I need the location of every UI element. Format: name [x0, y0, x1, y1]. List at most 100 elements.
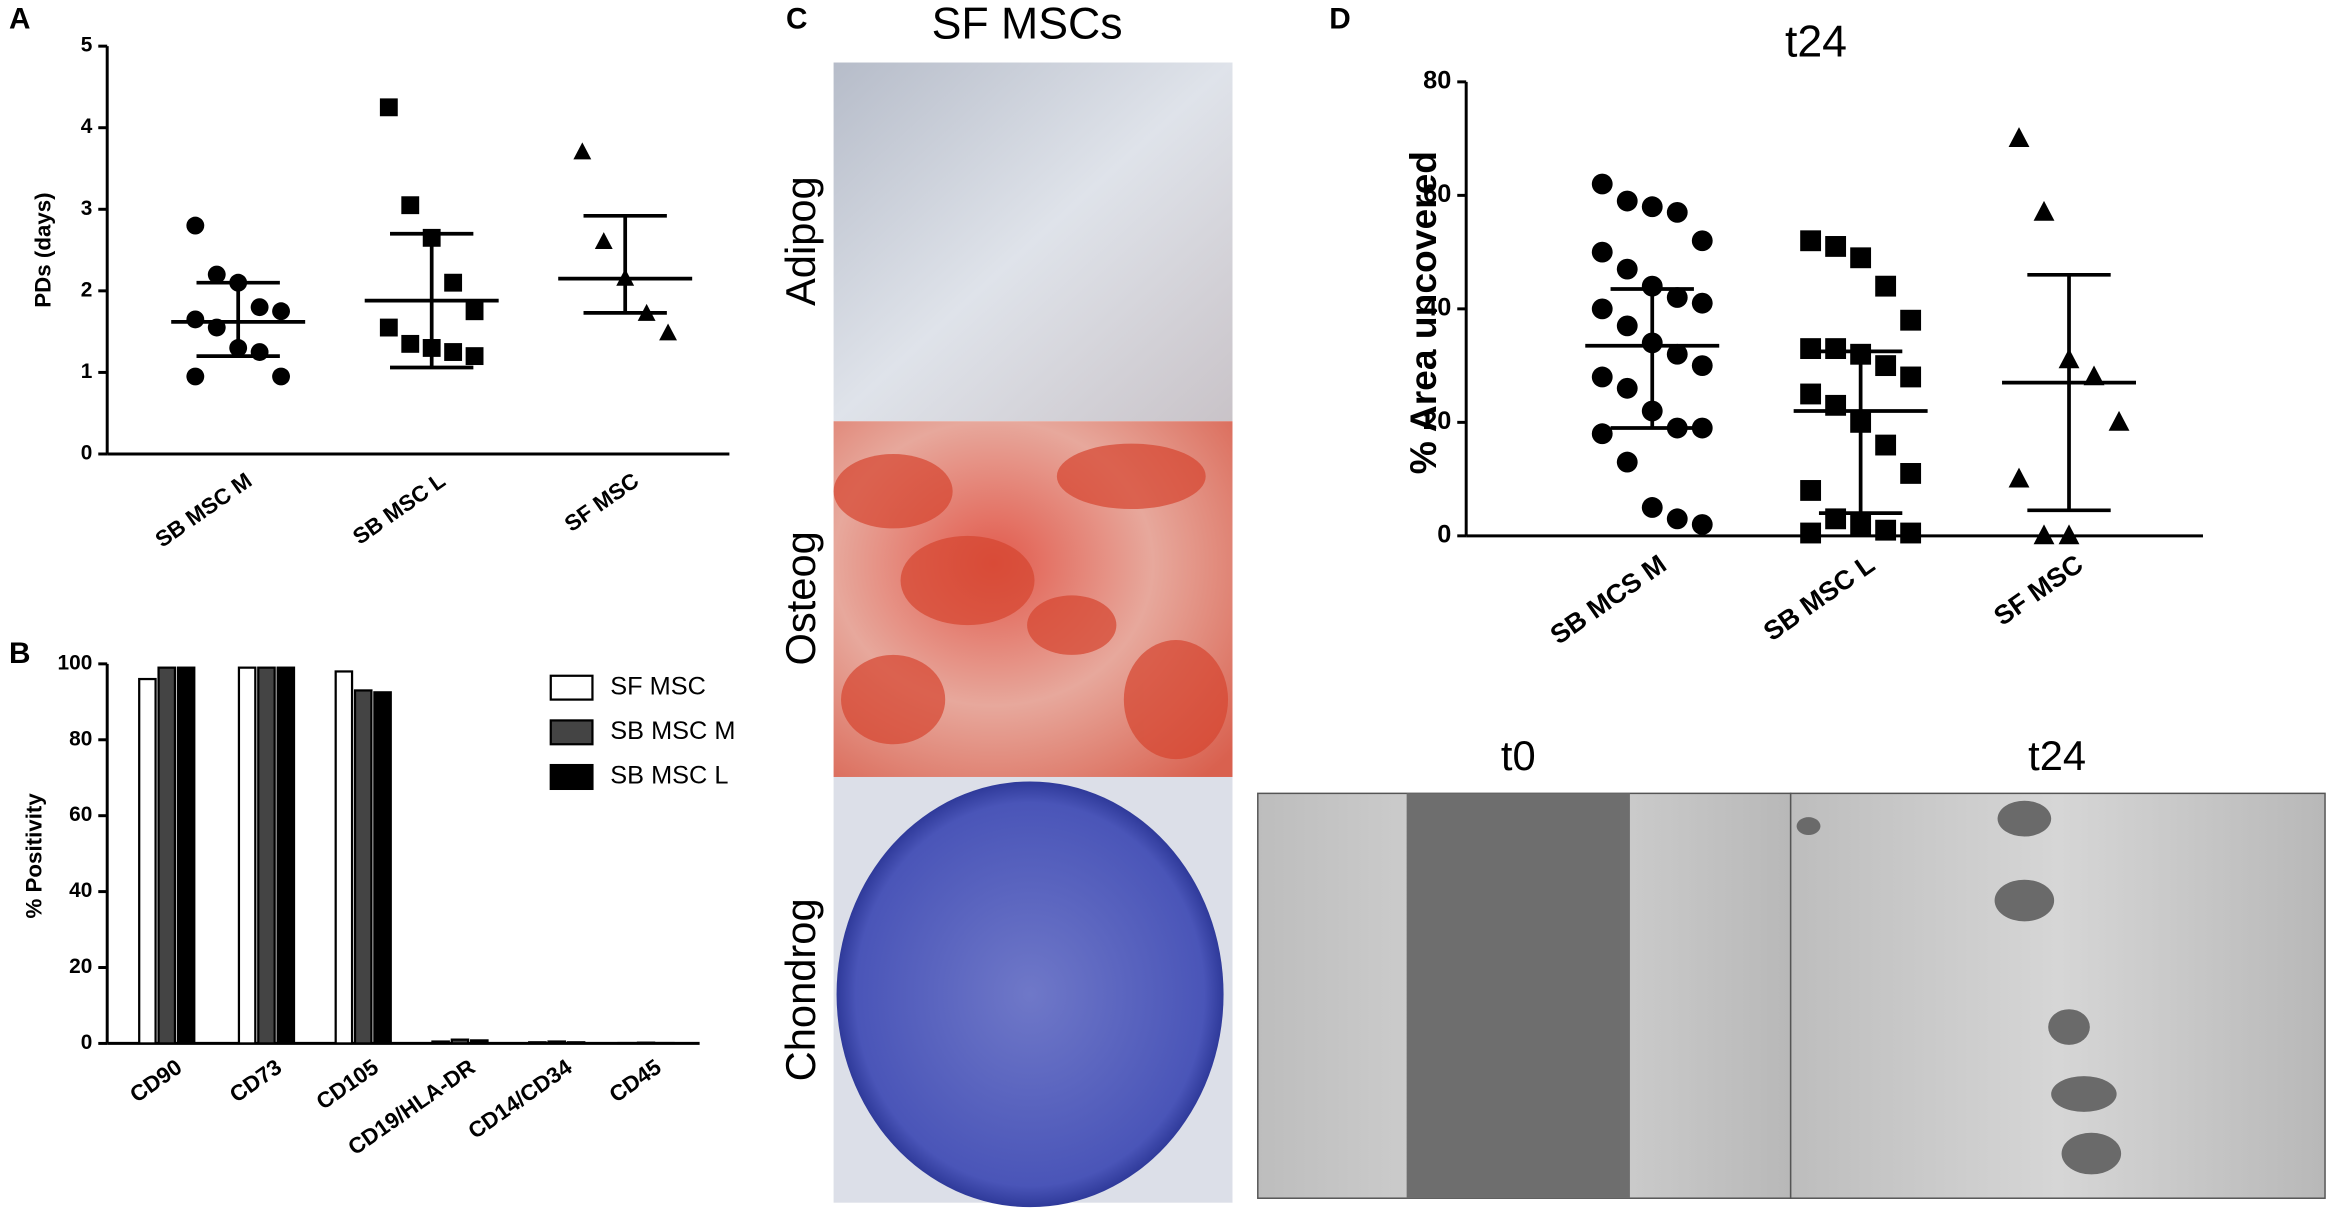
- y-tick-label: 0: [81, 1031, 93, 1054]
- point: [1850, 514, 1872, 535]
- x-tick-label: SB MSC M: [151, 468, 257, 552]
- bar: [138, 677, 157, 1045]
- point: [1691, 230, 1713, 252]
- bar: [276, 666, 296, 1045]
- point: [272, 302, 290, 321]
- point: [1666, 287, 1688, 308]
- y-tick-label: 60: [1423, 180, 1451, 208]
- point: [2033, 200, 2055, 221]
- point: [1591, 173, 1613, 195]
- point: [379, 98, 398, 117]
- point: [1825, 338, 1847, 360]
- legend-label: SB MSC L: [610, 762, 728, 790]
- point: [1616, 451, 1638, 473]
- point: [594, 232, 613, 250]
- x-tick-label: SF MSC: [1988, 549, 2088, 632]
- x-tick-label: SF MSC: [560, 468, 643, 537]
- point: [1875, 434, 1897, 456]
- point: [1591, 298, 1613, 320]
- scratch-gap: [1406, 793, 1630, 1199]
- y-tick-label: 80: [1423, 67, 1451, 95]
- y-tick-label: 60: [69, 803, 92, 826]
- point: [1691, 514, 1713, 535]
- point: [1900, 522, 1922, 544]
- point: [1691, 355, 1713, 377]
- point: [1616, 258, 1638, 280]
- legend-label: SF MSC: [610, 672, 706, 700]
- bar: [157, 666, 177, 1045]
- image-label: t24: [2028, 732, 2086, 779]
- y-tick-label: 3: [81, 197, 93, 220]
- image-label: t0: [1501, 732, 1536, 779]
- point: [1616, 190, 1638, 212]
- point: [207, 265, 226, 284]
- bar: [547, 1040, 567, 1045]
- bar: [450, 1038, 470, 1045]
- point: [1641, 275, 1663, 297]
- point: [1591, 241, 1613, 263]
- point: [1900, 463, 1922, 484]
- point: [465, 347, 484, 366]
- y-tick-label: 100: [58, 651, 93, 674]
- point: [1666, 343, 1688, 365]
- bar: [334, 670, 354, 1045]
- point: [1800, 480, 1822, 501]
- point: [444, 273, 463, 292]
- adipog-image: [833, 62, 1233, 422]
- x-tick-label: SB MCS M: [1545, 549, 1672, 650]
- point: [2058, 524, 2080, 545]
- point: [1591, 423, 1613, 445]
- point: [1666, 201, 1688, 223]
- point: [573, 142, 592, 160]
- chondro-pellet: [836, 781, 1224, 1208]
- panel-label: D: [1329, 3, 1351, 36]
- legend-swatch: [549, 763, 594, 791]
- point: [1616, 377, 1638, 399]
- y-tick-label: 40: [69, 879, 92, 902]
- y-axis-title: % Area uncovered: [1402, 151, 1444, 474]
- point: [379, 318, 398, 337]
- point: [1875, 355, 1897, 377]
- bar: [431, 1040, 450, 1045]
- point: [2033, 524, 2055, 545]
- y-tick-label: 40: [1423, 294, 1451, 322]
- row-label: Osteog: [777, 531, 824, 665]
- point: [1691, 417, 1713, 439]
- panel-label: A: [9, 3, 31, 36]
- point: [1800, 338, 1822, 360]
- y-tick-label: 80: [69, 727, 92, 750]
- point: [444, 343, 463, 361]
- y-tick-label: 20: [69, 955, 92, 978]
- bar: [636, 1041, 656, 1045]
- bar: [176, 666, 196, 1045]
- bar: [373, 691, 392, 1045]
- point: [1900, 366, 1922, 388]
- legend-swatch: [549, 674, 594, 701]
- point: [401, 196, 420, 215]
- point: [1850, 247, 1872, 269]
- osteo-stain: [833, 443, 1229, 760]
- y-axis-title: PDs (days): [31, 192, 56, 307]
- point: [2083, 365, 2105, 386]
- point: [272, 367, 290, 386]
- y-tick-label: 20: [1423, 407, 1451, 435]
- point: [1691, 292, 1713, 314]
- point: [2008, 467, 2030, 488]
- point: [401, 334, 420, 353]
- point: [186, 310, 205, 329]
- point: [465, 302, 484, 321]
- t24-image: [1789, 792, 2326, 1199]
- point: [1666, 508, 1688, 530]
- point: [2108, 410, 2130, 431]
- x-tick-label: CD105: [312, 1054, 383, 1114]
- x-tick-label: SB MSC L: [348, 468, 450, 550]
- panel-label: B: [9, 637, 31, 670]
- image-title: SF MSCs: [932, 0, 1123, 49]
- point: [1900, 309, 1922, 331]
- point: [1875, 275, 1897, 297]
- row-label: Adipog: [777, 176, 824, 306]
- panel-label: C: [786, 3, 808, 36]
- point: [250, 343, 269, 361]
- y-tick-label: 0: [81, 441, 93, 464]
